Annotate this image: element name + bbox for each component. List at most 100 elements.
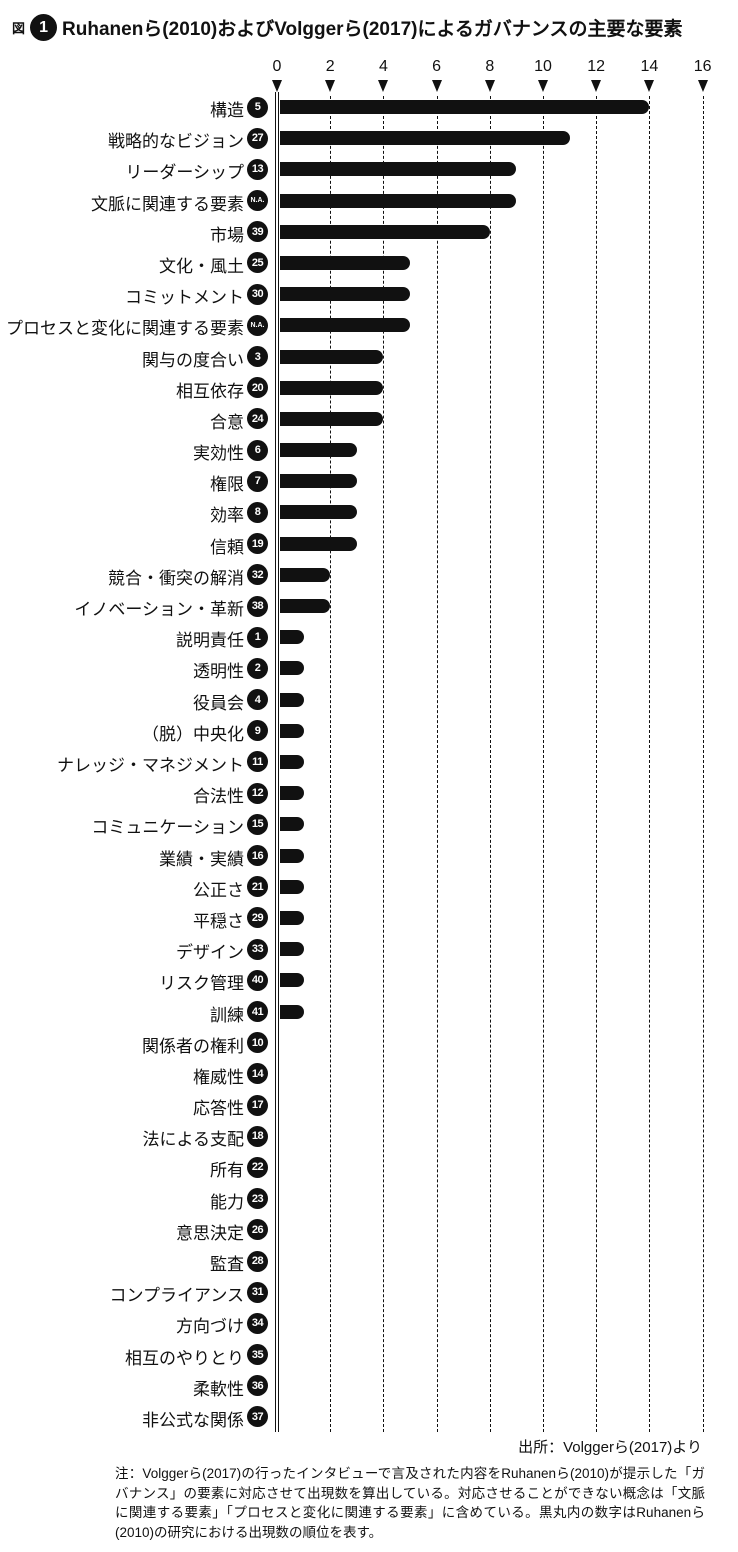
- rank-badge: 2: [247, 657, 268, 679]
- category-label: 柔軟性: [193, 1379, 244, 1399]
- rank-badge: 38: [247, 595, 268, 617]
- x-axis-tick-label: 4: [378, 58, 388, 75]
- rank-badge: 4: [247, 689, 268, 711]
- value-bar: [280, 973, 304, 988]
- category-label: 所有: [210, 1161, 244, 1181]
- rank-badge: 19: [247, 533, 268, 555]
- rank-badge: 32: [247, 564, 268, 586]
- category-label: 平穏さ: [193, 911, 244, 931]
- rank-badge: 8: [247, 501, 268, 523]
- rank-badge: 41: [247, 1001, 268, 1022]
- category-label: （脱）中央化: [142, 724, 244, 744]
- figure-number-badge: 1: [30, 14, 58, 41]
- rank-badge: N.A.: [247, 190, 268, 212]
- value-bar: [280, 536, 357, 551]
- category-label: 説明責任: [176, 631, 244, 651]
- value-bar: [280, 443, 357, 458]
- category-label: プロセスと変化に関連する要素: [6, 319, 244, 339]
- value-bar: [280, 817, 304, 832]
- value-bar: [280, 723, 304, 738]
- category-label: コミットメント: [125, 288, 244, 308]
- rank-badge: 25: [247, 252, 268, 274]
- figure-prefix-label: 図: [12, 21, 26, 36]
- value-bar: [280, 131, 570, 146]
- rank-badge: 6: [247, 439, 268, 461]
- footnote: 注：Volggerら(2017)の行ったインタビューで言及された内容をRuhan…: [115, 1466, 705, 1540]
- rank-badge: 13: [247, 158, 268, 180]
- category-label: デザイン: [176, 943, 244, 963]
- x-axis-tick-label: 16: [693, 58, 712, 75]
- rank-badge: 3: [247, 346, 268, 368]
- category-label: 構造: [210, 101, 244, 120]
- rank-badge: 28: [247, 1250, 268, 1272]
- value-bar: [280, 318, 410, 333]
- category-label: 文脈に関連する要素: [91, 194, 244, 214]
- value-bar: [280, 848, 304, 863]
- rank-badge: 10: [247, 1032, 268, 1054]
- vertical-gridline: [383, 96, 384, 1432]
- vertical-gridline: [596, 96, 597, 1432]
- rank-badge: 21: [247, 876, 268, 898]
- category-label: 関与の度合い: [142, 350, 244, 370]
- category-label: 文化・風土: [159, 256, 244, 276]
- category-label: 非公式な関係: [142, 1410, 244, 1430]
- rank-badge: 34: [247, 1312, 268, 1334]
- value-bar: [280, 411, 384, 426]
- rank-badge: 14: [247, 1063, 268, 1085]
- value-bar: [280, 224, 490, 239]
- vertical-gridline: [543, 96, 544, 1432]
- rank-badge: 36: [247, 1375, 268, 1397]
- rank-badge: 31: [247, 1281, 268, 1303]
- tick-marker-triangle-icon: [272, 80, 282, 92]
- category-label: リスク管理: [159, 974, 244, 994]
- x-axis-tick-label: 14: [640, 58, 659, 75]
- category-label: 権威性: [193, 1067, 244, 1087]
- value-bar: [280, 910, 304, 925]
- category-label: 能力: [210, 1192, 244, 1212]
- value-bar: [280, 567, 331, 582]
- value-bar: [280, 380, 384, 395]
- category-label: イノベーション・革新: [74, 600, 244, 620]
- tick-marker-triangle-icon: [644, 80, 655, 92]
- value-bar: [280, 879, 304, 894]
- vertical-gridline: [330, 96, 331, 1432]
- rank-badge: 30: [247, 283, 268, 305]
- value-bar: [280, 193, 517, 208]
- rank-badge: 35: [247, 1344, 268, 1366]
- rank-badge: 20: [247, 377, 268, 399]
- rank-badge: 23: [247, 1188, 268, 1210]
- rank-badge: 17: [247, 1094, 268, 1116]
- rank-badge: 11: [247, 751, 268, 773]
- rank-badge: 7: [247, 470, 268, 492]
- tick-marker-triangle-icon: [378, 80, 389, 92]
- value-bar: [280, 349, 384, 364]
- value-bar: [280, 599, 331, 614]
- value-bar: [280, 942, 304, 957]
- tick-marker-triangle-icon: [697, 80, 708, 92]
- category-label: 実効性: [193, 444, 244, 464]
- tick-marker-triangle-icon: [325, 80, 336, 92]
- value-bar: [280, 630, 304, 645]
- figure-header: 図 1 Ruhanenら(2010)およびVolggerら(2017)によるガバ…: [12, 14, 683, 41]
- category-label: 合法性: [193, 787, 244, 807]
- x-axis-tick-label: 0: [272, 58, 282, 75]
- x-axis-tick-label: 10: [534, 58, 552, 75]
- rank-badge: 39: [247, 221, 268, 243]
- value-bar: [280, 162, 517, 177]
- value-bar: [280, 692, 304, 707]
- value-bar: [280, 1004, 304, 1019]
- category-label: 合意: [210, 412, 244, 432]
- vertical-gridline: [703, 96, 704, 1432]
- category-label: 意思決定: [176, 1223, 244, 1243]
- category-label: 関係者の権利: [142, 1036, 244, 1056]
- value-bar: [280, 100, 650, 114]
- category-label: 信頼: [210, 537, 244, 557]
- rank-badge: 9: [247, 720, 268, 742]
- category-label: コンプライアンス: [109, 1286, 244, 1306]
- vertical-gridline: [490, 96, 491, 1432]
- category-label: 透明性: [193, 662, 244, 682]
- x-axis-tick-label: 2: [325, 58, 335, 75]
- category-label: 業績・実績: [159, 849, 244, 869]
- rank-badge: 16: [247, 845, 268, 867]
- category-label: 競合・衝突の解消: [108, 568, 244, 588]
